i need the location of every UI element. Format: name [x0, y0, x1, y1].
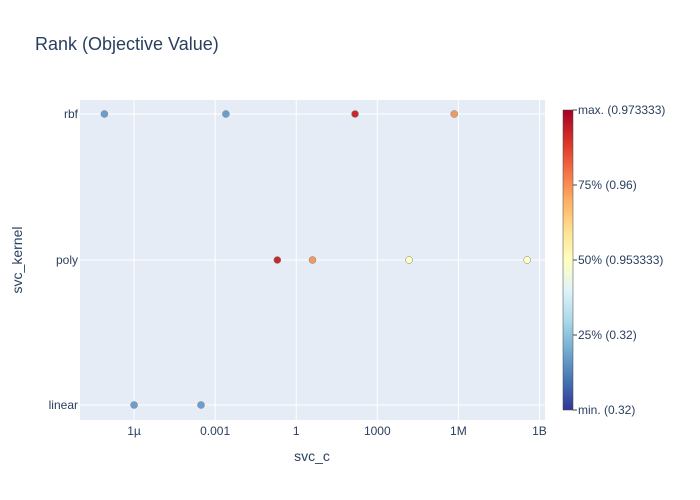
- data-point[interactable]: [405, 256, 413, 264]
- grid-lines: [80, 100, 545, 420]
- chart-title: Rank (Objective Value): [35, 34, 219, 54]
- colorbar-tick-label: 25% (0.32): [578, 328, 637, 342]
- colorbar-tick-label: 75% (0.96): [578, 178, 637, 192]
- y-tick-label: rbf: [64, 107, 79, 121]
- colorbar: [562, 109, 574, 411]
- data-point[interactable]: [197, 401, 205, 409]
- colorbar-tick-label: max. (0.973333): [578, 103, 665, 117]
- x-tick-labels: 1µ 0.001 1 1000 1M 1B: [127, 424, 547, 438]
- data-point[interactable]: [351, 110, 359, 118]
- y-tick-label: poly: [56, 253, 78, 267]
- data-point[interactable]: [100, 110, 109, 118]
- x-tick-label: 1µ: [127, 424, 141, 438]
- colorbar-tick-label: 50% (0.953333): [578, 253, 663, 267]
- data-point[interactable]: [130, 401, 138, 409]
- colorbar-tick-label: min. (0.32): [578, 403, 635, 417]
- y-tick-label: linear: [49, 398, 78, 412]
- data-point[interactable]: [222, 110, 230, 118]
- data-point[interactable]: [273, 256, 282, 264]
- x-tick-label: 1M: [450, 424, 467, 438]
- data-point[interactable]: [523, 256, 531, 264]
- x-tick-label: 1000: [364, 424, 391, 438]
- colorbar-tick-labels: max. (0.973333) 75% (0.96) 50% (0.953333) 2…: [573, 103, 665, 417]
- y-tick-labels: linear poly rbf: [49, 107, 79, 412]
- data-points: [100, 110, 531, 409]
- x-axis-title: svc_c: [294, 448, 330, 464]
- data-point[interactable]: [308, 256, 317, 264]
- x-tick-label: 1B: [532, 424, 547, 438]
- y-axis-title: svc_kernel: [9, 227, 25, 294]
- x-tick-label: 0.001: [200, 424, 230, 438]
- data-point[interactable]: [450, 110, 458, 118]
- x-tick-label: 1: [293, 424, 300, 438]
